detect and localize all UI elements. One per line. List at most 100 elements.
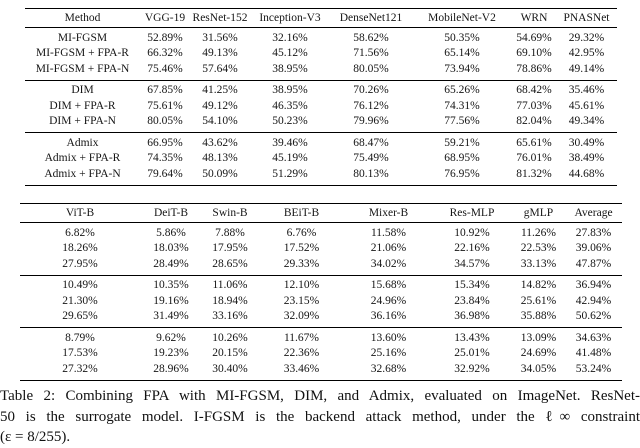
value-cell: 34.63%	[575, 331, 612, 344]
value-cell: 53.24%	[575, 362, 612, 375]
table-row: MI-FGSM + FPA-R 66.32% 49.13% 45.12% 71.56% 6…	[25, 46, 617, 62]
value-cell: 35.46%	[568, 84, 605, 96]
value-cell: 15.34%	[454, 279, 490, 291]
value-cell: 48.13%	[202, 152, 238, 164]
table-row: MI-FGSM + FPA-N 75.46% 57.64% 38.95% 80.05% 7…	[25, 62, 617, 81]
value-cell: 31.56%	[202, 31, 238, 44]
table-row: 21.30% 19.16% 18.94% 23.15% 24.96% 23.84% 25.6…	[20, 294, 622, 310]
value-cell: 17.52%	[283, 242, 320, 254]
value-cell: 49.13%	[202, 47, 238, 59]
header-row: ViT-B DeiT-B Swin-B BEiT-B Mixer-B Res-MLP gML…	[20, 204, 622, 223]
column-header: Average	[574, 207, 613, 219]
table-row: 29.65% 31.49% 33.16% 32.09% 36.16% 36.98% 35.8…	[20, 309, 622, 328]
value-cell: 74.35%	[147, 152, 183, 164]
method-label: MI-FGSM + FPA-R	[36, 47, 129, 59]
value-cell: 76.01%	[516, 152, 552, 164]
method-label: MI-FGSM + FPA-N	[35, 62, 130, 75]
value-cell: 54.69%	[516, 31, 552, 44]
value-cell: 10.92%	[454, 226, 490, 239]
value-cell: 19.23%	[153, 347, 189, 359]
value-cell: 11.26%	[520, 226, 557, 239]
method-label: Admix + FPA-N	[44, 167, 121, 180]
value-cell: 38.95%	[272, 84, 308, 96]
value-cell: 35.88%	[520, 310, 557, 322]
value-cell: 45.19%	[272, 152, 308, 164]
value-cell: 69.10%	[516, 47, 552, 59]
value-cell: 80.05%	[353, 62, 389, 75]
value-cell: 74.31%	[444, 99, 480, 112]
value-cell: 17.95%	[212, 242, 248, 254]
value-cell: 70.26%	[353, 84, 389, 96]
column-header: ViT-B	[65, 207, 95, 219]
table-row: DIM + FPA-N 80.05% 54.10% 50.23% 79.96% 77.56…	[25, 114, 617, 133]
value-cell: 50.62%	[575, 310, 612, 322]
value-cell: 13.43%	[454, 331, 490, 344]
value-cell: 44.68%	[568, 167, 605, 180]
value-cell: 54.10%	[202, 115, 238, 127]
column-header: PNASNet	[563, 12, 610, 24]
table-row: 27.95% 28.49% 28.65% 29.33% 34.02% 34.57% 33.1…	[20, 257, 622, 276]
row-group: 8.79% 9.62% 10.26% 11.67% 13.60% 13.43% 13.09%…	[20, 328, 622, 381]
column-header: Swin-B	[212, 207, 248, 219]
value-cell: 39.06%	[575, 242, 612, 254]
value-cell: 7.88%	[215, 226, 245, 239]
value-cell: 29.65%	[62, 310, 98, 322]
row-group: MI-FGSM 52.89% 31.56% 32.16% 58.62% 50.35% 54.…	[25, 28, 617, 81]
table-row: 10.49% 10.35% 11.06% 12.10% 15.68% 15.34% 14.8…	[20, 275, 622, 294]
value-cell: 28.49%	[153, 257, 189, 270]
value-cell: 9.62%	[156, 331, 186, 344]
table-row: 8.79% 9.62% 10.26% 11.67% 13.60% 13.43% 13.09%…	[20, 328, 622, 347]
table-row: DIM 67.85% 41.25% 38.95% 70.26% 65.26% 68.42% 3…	[25, 80, 617, 99]
value-cell: 75.46%	[147, 62, 183, 75]
value-cell: 31.49%	[153, 310, 189, 322]
value-cell: 27.95%	[62, 257, 98, 270]
table-row: 27.32% 28.96% 30.40% 33.46% 32.68% 32.92% 34.0…	[20, 362, 622, 381]
value-cell: 32.92%	[454, 362, 490, 375]
value-cell: 77.56%	[444, 115, 480, 127]
column-header: DenseNet121	[339, 12, 403, 24]
table-cnn-results: Method VGG-19 ResNet-152 Inception-V3 DenseN…	[25, 8, 617, 186]
row-group: DIM 67.85% 41.25% 38.95% 70.26% 65.26% 68.42% 3…	[25, 80, 617, 133]
caption-line-3: (ε = 8/255).	[0, 429, 71, 445]
value-cell: 22.36%	[283, 347, 320, 359]
value-cell: 79.64%	[147, 167, 183, 180]
value-cell: 68.42%	[516, 84, 552, 96]
value-cell: 12.10%	[283, 279, 320, 291]
value-cell: 11.58%	[370, 226, 407, 239]
value-cell: 65.26%	[444, 84, 480, 96]
value-cell: 58.62%	[353, 31, 389, 44]
value-cell: 30.40%	[212, 362, 248, 375]
column-header: Inception-V3	[259, 12, 321, 24]
row-group: 6.82% 5.86% 7.88% 6.76% 11.58% 10.92% 11.26% 27…	[20, 223, 622, 276]
value-cell: 29.33%	[283, 257, 320, 270]
method-label: DIM + FPA-R	[49, 99, 116, 112]
value-cell: 65.14%	[444, 47, 480, 59]
value-cell: 66.95%	[147, 136, 183, 149]
value-cell: 38.49%	[568, 152, 605, 164]
column-header: Res-MLP	[449, 207, 495, 219]
value-cell: 47.87%	[575, 257, 612, 270]
value-cell: 30.49%	[568, 136, 605, 149]
value-cell: 22.53%	[520, 242, 557, 254]
value-cell: 28.96%	[153, 362, 189, 375]
caption-line-2: 50 is the surrogate model. I-FGSM is the…	[0, 408, 640, 425]
value-cell: 78.86%	[516, 62, 552, 75]
value-cell: 13.60%	[370, 331, 407, 344]
table-row: DIM + FPA-R 75.61% 49.12% 46.35% 76.12% 74.31…	[25, 99, 617, 115]
value-cell: 34.02%	[370, 257, 407, 270]
value-cell: 41.48%	[575, 347, 612, 359]
value-cell: 42.94%	[575, 294, 612, 307]
row-group: 10.49% 10.35% 11.06% 12.10% 15.68% 15.34% 14.8…	[20, 275, 622, 328]
value-cell: 50.23%	[272, 115, 308, 127]
value-cell: 17.53%	[62, 347, 98, 359]
value-cell: 75.49%	[353, 152, 389, 164]
value-cell: 21.30%	[62, 294, 98, 307]
value-cell: 36.16%	[370, 310, 407, 322]
value-cell: 59.21%	[444, 136, 480, 149]
value-cell: 25.61%	[520, 294, 557, 307]
value-cell: 41.25%	[202, 84, 238, 96]
value-cell: 29.32%	[568, 31, 605, 44]
value-cell: 33.46%	[283, 362, 320, 375]
value-cell: 27.32%	[62, 362, 98, 375]
caption-line-1: Table 2: Combining FPA with MI-FGSM, DIM…	[0, 388, 640, 404]
